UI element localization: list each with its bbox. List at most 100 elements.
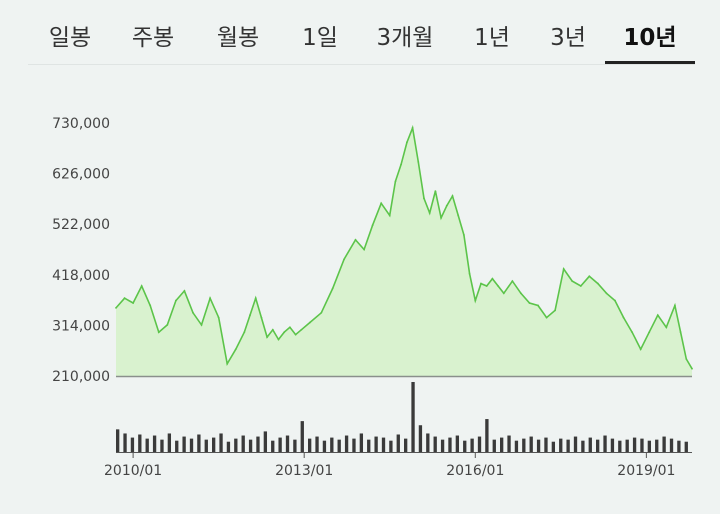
price-point	[537, 304, 539, 307]
price-point	[691, 367, 693, 370]
volume-bar	[367, 439, 371, 452]
price-point	[497, 285, 499, 287]
price-point	[115, 306, 117, 309]
price-point	[309, 321, 311, 324]
price-point	[622, 316, 625, 319]
tab-monthly[interactable]: 월봉	[216, 25, 260, 51]
volume-bar	[477, 436, 482, 452]
price-point	[254, 297, 257, 300]
volume-bar	[677, 440, 681, 452]
price-point	[597, 282, 599, 285]
price-point	[249, 314, 251, 317]
tabs-divider	[28, 64, 695, 65]
price-point	[289, 326, 291, 329]
price-point	[217, 316, 220, 319]
volume-bar	[152, 435, 157, 452]
price-point	[405, 141, 408, 144]
volume-bar	[581, 440, 585, 452]
price-point	[434, 190, 437, 193]
y-tick-label: 314,000	[52, 318, 110, 334]
volume-bar	[463, 440, 467, 452]
price-point	[554, 309, 557, 312]
volume-bar	[167, 433, 172, 452]
price-point	[451, 195, 454, 197]
price-point	[149, 304, 152, 307]
y-tick-label: 522,000	[52, 217, 110, 233]
volume-bar	[145, 438, 149, 452]
period-tabs: 일봉 주봉 월봉 1일 3개월 1년 3년 10년	[0, 0, 720, 64]
volume-bar	[315, 436, 319, 452]
volume-bar	[396, 434, 400, 452]
price-point	[363, 248, 365, 251]
price-point	[200, 324, 203, 326]
price-point	[457, 214, 460, 217]
volume-bar	[116, 429, 120, 452]
price-point	[440, 216, 442, 219]
volume-bar	[536, 439, 541, 452]
tab-daily[interactable]: 일봉	[48, 25, 92, 51]
price-point	[491, 277, 494, 280]
price-point	[183, 289, 186, 292]
price-point	[417, 161, 420, 163]
x-tick-label: 2016/01	[446, 463, 504, 479]
volume-bar	[433, 436, 437, 452]
active-tab-indicator	[605, 61, 695, 64]
volume-bar	[182, 436, 186, 452]
volume-bar	[625, 439, 629, 452]
volume-bar	[514, 440, 519, 452]
tab-3-years[interactable]: 3년	[550, 25, 586, 51]
price-point	[123, 297, 126, 300]
price-point	[266, 336, 269, 338]
price-point	[300, 328, 303, 331]
price-point	[411, 126, 414, 129]
volume-bar	[374, 436, 378, 452]
volume-bar	[175, 440, 179, 452]
x-tick-label: 2019/01	[617, 463, 675, 479]
volume-bar	[160, 439, 164, 452]
price-point	[294, 333, 297, 336]
volume-bar	[234, 438, 238, 452]
volume-bar	[411, 382, 415, 452]
volume-bar	[337, 439, 341, 452]
price-point	[502, 292, 505, 295]
tab-weekly[interactable]: 주봉	[131, 25, 175, 51]
price-point	[673, 304, 676, 307]
price-point	[166, 324, 169, 326]
x-tick-label: 2010/01	[104, 463, 162, 479]
y-tick-label: 626,000	[52, 167, 110, 183]
price-point	[480, 282, 482, 285]
tab-1-day[interactable]: 1일	[302, 25, 338, 51]
price-point	[354, 238, 357, 241]
x-tick-label: 2013/01	[275, 463, 333, 479]
price-point	[656, 314, 659, 317]
volume-bar	[448, 437, 452, 452]
volume-bar	[485, 419, 489, 452]
price-point	[679, 331, 682, 334]
tab-1-year[interactable]: 1년	[474, 25, 510, 51]
volume-bar	[566, 439, 570, 452]
volume-bar	[632, 437, 637, 452]
price-point	[571, 280, 574, 283]
price-point	[511, 280, 514, 283]
volume-bar	[544, 437, 548, 452]
price-point	[209, 297, 211, 300]
volume-bar	[426, 433, 430, 452]
volume-bar	[662, 436, 666, 452]
price-point	[174, 299, 177, 302]
price-point	[545, 316, 548, 319]
price-point	[485, 285, 488, 287]
price-series-line	[115, 124, 693, 370]
tab-3-months[interactable]: 3개월	[376, 25, 434, 51]
volume-bar	[647, 440, 652, 452]
volume-bar	[455, 435, 460, 452]
tab-10-years[interactable]: 10년	[623, 25, 677, 51]
price-point	[331, 287, 334, 290]
price-point	[428, 212, 431, 214]
price-point	[234, 348, 237, 351]
volume-bar	[610, 438, 615, 452]
price-point	[394, 180, 397, 183]
y-tick-label: 210,000	[52, 369, 110, 385]
volume-bar	[529, 436, 533, 452]
price-point	[588, 275, 591, 278]
